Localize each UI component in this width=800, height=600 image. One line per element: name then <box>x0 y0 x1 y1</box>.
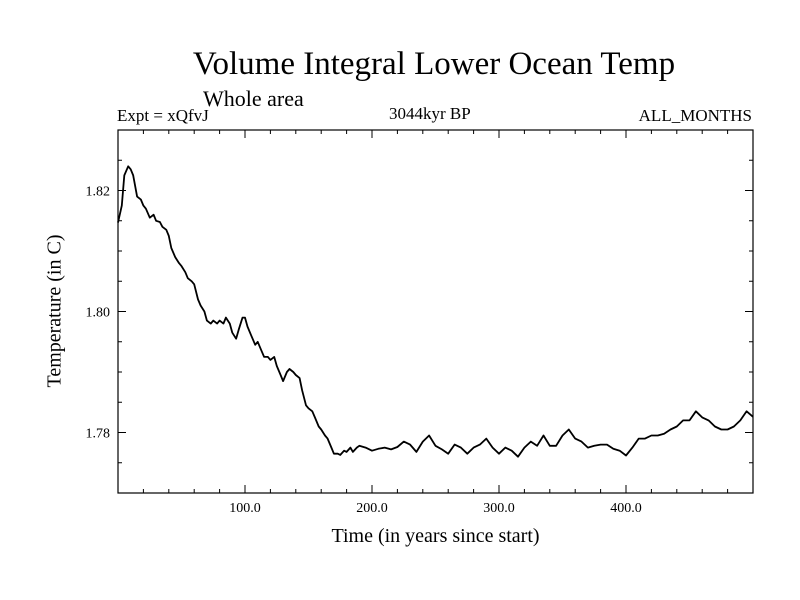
chart-title: Volume Integral Lower Ocean Temp <box>192 46 676 82</box>
experiment-label: Expt = xQfvJ <box>117 106 209 125</box>
axis-tick-labels: 100.0 200.0 300.0 400.0 1.78 1.80 1.82 <box>86 185 642 517</box>
y-tick-label: 1.80 <box>86 306 111 321</box>
x-tick-label: 200.0 <box>356 501 388 516</box>
chart-subtitle: Whole area <box>203 86 304 111</box>
x-tick-label: 400.0 <box>610 501 642 516</box>
axis-ticks <box>118 129 753 494</box>
y-tick-label: 1.82 <box>86 185 111 200</box>
months-label: ALL_MONTHS <box>638 106 752 125</box>
era-label: 3044kyr BP <box>389 104 471 123</box>
series-line <box>117 165 754 458</box>
y-tick-label: 1.78 <box>86 427 111 442</box>
series-layer <box>117 165 754 458</box>
x-axis-label: Time (in years since start) <box>331 525 540 547</box>
x-tick-label: 100.0 <box>229 501 261 516</box>
x-tick-label: 300.0 <box>483 501 515 516</box>
plot-frame <box>117 129 754 494</box>
